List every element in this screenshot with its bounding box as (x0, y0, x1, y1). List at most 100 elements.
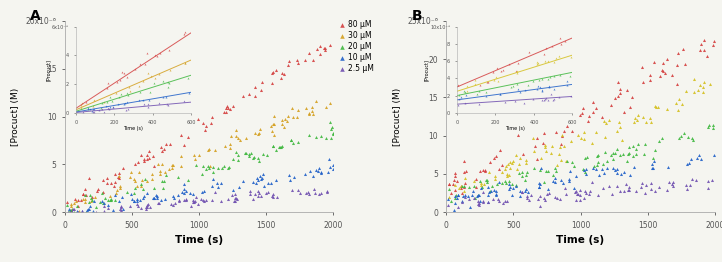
100 μM (447, 182, 458, 186)
20 μM (504, 185, 516, 189)
Legend: 80 μM, 30 μM, 20 μM, 10 μM, 2.5 μM: 80 μM, 30 μM, 20 μM, 10 μM, 2.5 μM (336, 17, 377, 76)
2.5 μM (624, 188, 635, 192)
10 μM (325, 165, 336, 169)
100 μM (694, 48, 705, 52)
10 μM (199, 189, 210, 193)
30 μM (653, 139, 665, 143)
2.5 μM (640, 190, 651, 195)
50 μM (560, 159, 572, 163)
20 μM (65, 209, 77, 213)
20 μM (580, 166, 592, 171)
30 μM (113, 174, 125, 178)
2.5 μM (136, 206, 147, 210)
20 μM (267, 144, 279, 148)
50 μM (572, 133, 583, 137)
100 μM (648, 60, 660, 64)
80 μM (109, 180, 121, 184)
2.5 μM (549, 194, 561, 199)
30 μM (204, 164, 216, 168)
80 μM (283, 59, 295, 63)
10 μM (185, 191, 196, 195)
30 μM (623, 151, 635, 155)
2.5 μM (534, 194, 546, 198)
20 μM (578, 168, 590, 172)
30 μM (542, 168, 554, 173)
2.5 μM (686, 177, 697, 182)
30 μM (268, 122, 279, 126)
10 μM (118, 207, 129, 211)
30 μM (534, 168, 546, 172)
100 μM (671, 63, 683, 68)
30 μM (608, 156, 619, 161)
2.5 μM (680, 183, 692, 187)
10 μM (284, 173, 295, 177)
10 μM (310, 168, 321, 172)
2.5 μM (187, 198, 199, 202)
30 μM (269, 133, 280, 137)
100 μM (444, 182, 456, 186)
50 μM (476, 181, 487, 185)
2.5 μM (603, 184, 614, 188)
100 μM (531, 136, 543, 140)
50 μM (695, 83, 706, 87)
20 μM (137, 187, 149, 191)
20 μM (456, 198, 468, 203)
80 μM (311, 47, 323, 51)
100 μM (657, 68, 669, 72)
20 μM (216, 166, 227, 170)
50 μM (599, 119, 610, 123)
2.5 μM (173, 199, 185, 203)
100 μM (479, 169, 491, 173)
30 μM (496, 181, 508, 185)
100 μM (562, 124, 573, 128)
30 μM (209, 148, 221, 152)
10 μM (84, 204, 95, 208)
20 μM (274, 145, 286, 150)
2.5 μM (622, 188, 634, 192)
2.5 μM (131, 201, 143, 206)
30 μM (232, 136, 244, 140)
30 μM (648, 156, 659, 160)
80 μM (79, 187, 91, 192)
30 μM (591, 154, 603, 158)
2.5 μM (575, 188, 586, 192)
30 μM (255, 127, 266, 131)
2.5 μM (132, 204, 144, 208)
20 μM (450, 193, 461, 198)
80 μM (91, 189, 103, 193)
80 μM (61, 200, 73, 204)
50 μM (586, 141, 597, 145)
100 μM (567, 129, 578, 133)
10 μM (262, 181, 274, 185)
10 μM (76, 209, 87, 214)
20 μM (83, 200, 95, 204)
20 μM (327, 132, 339, 136)
50 μM (697, 90, 708, 94)
X-axis label: Time (s): Time (s) (557, 235, 604, 245)
100 μM (657, 69, 669, 73)
2.5 μM (569, 189, 580, 194)
30 μM (600, 150, 612, 154)
30 μM (581, 155, 593, 159)
50 μM (496, 170, 508, 174)
20 μM (104, 198, 116, 202)
80 μM (206, 114, 218, 119)
2.5 μM (230, 192, 241, 196)
2.5 μM (573, 192, 584, 196)
2.5 μM (152, 201, 164, 205)
30 μM (484, 189, 496, 193)
50 μM (661, 106, 672, 111)
20 μM (69, 210, 80, 214)
20 μM (224, 165, 235, 170)
80 μM (147, 154, 159, 158)
80 μM (138, 157, 149, 161)
80 μM (108, 183, 120, 188)
20 μM (662, 165, 674, 169)
2.5 μM (525, 193, 536, 197)
10 μM (128, 199, 139, 203)
10 μM (178, 190, 189, 195)
20 μM (473, 193, 484, 197)
20 μM (276, 145, 287, 149)
80 μM (156, 149, 168, 153)
30 μM (300, 106, 312, 110)
